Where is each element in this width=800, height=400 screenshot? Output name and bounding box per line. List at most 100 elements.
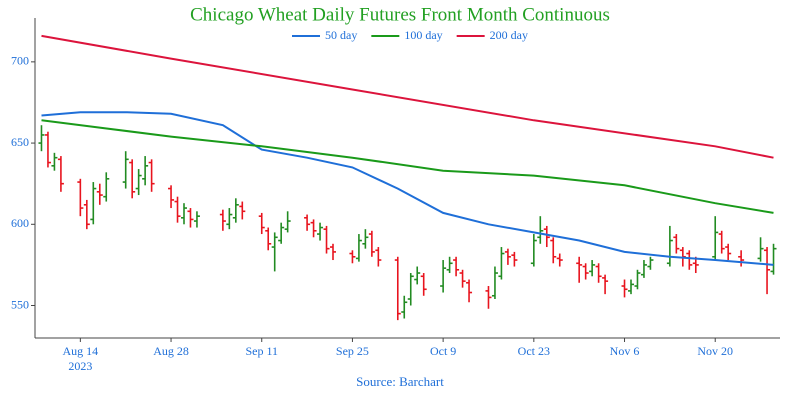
ohlc-bar [83,199,90,230]
ohlc-bar [96,183,103,205]
x-tick-label: Aug 14 [63,344,99,358]
ohlc-bar [466,279,473,303]
ohlc-bar [122,151,129,189]
ohlc-bar [278,222,285,244]
x-tick-label: Oct 23 [518,344,550,358]
ohlc-bar [401,295,408,319]
ohlc-bar [576,256,583,283]
ohlc-bar [57,156,64,192]
ohlc-bar [550,237,557,264]
ohlc-bar [135,169,142,196]
y-tick-label: 700 [11,54,29,68]
chart-title: Chicago Wheat Daily Futures Front Month … [190,4,610,25]
ohlc-bar [640,260,647,278]
ohlc-bar [453,256,460,277]
ohlc-bar [330,243,336,261]
ohlc-bar [621,279,628,298]
ohlc-bar [414,266,421,285]
ohlc-bar [265,227,272,251]
x-tick-year: 2023 [68,359,92,373]
ohlc-bar [673,234,680,254]
ohlc-bar [686,250,693,270]
ohlc-bar [77,178,84,217]
ohlc-bar [446,256,453,274]
moving-average-line [41,111,774,266]
y-tick-label: 650 [11,135,29,149]
legend-label: 50 day [325,28,357,42]
ohlc-bar [44,131,51,168]
ohlc-bar [582,263,589,280]
ohlc-bar [738,250,745,267]
ohlc-bar [491,266,498,300]
ohlc-bar [38,125,45,152]
ohlc-bar [187,208,194,228]
ohlc-bar [530,234,537,267]
ohlc-bar [407,273,414,306]
ohlc-bar [504,248,511,265]
ohlc-bar [498,247,505,280]
x-tick-label: Sep 11 [245,344,278,358]
legend-label: 100 day [404,28,442,42]
ohlc-bar [537,216,544,244]
x-tick-label: Aug 28 [153,344,189,358]
legend-label: 200 day [490,28,528,42]
ohlc-bar [271,232,278,272]
ohlc-bar [459,269,466,288]
ohlc-bar [440,260,447,293]
ohlc-bar [310,219,317,238]
ohlc-bar [394,256,401,321]
ohlc-bar [628,279,634,295]
ohlc-bar [420,273,427,296]
ohlc-bar [375,247,382,267]
ohlc-bar [718,230,725,254]
ohlc-bar [725,243,732,261]
ohlc-bar [485,286,492,309]
ohlc-bar [511,251,518,267]
ohlc-bar [232,198,239,223]
x-tick-label: Sep 25 [336,344,369,358]
ohlc-bar [181,203,187,225]
ohlc-bar [239,201,246,220]
y-tick-label: 550 [11,297,29,311]
y-tick-label: 600 [11,216,29,230]
ohlc-bar [90,182,97,225]
ohlc-bar [602,274,609,295]
ohlc-bar [634,269,641,290]
x-tick-label: Oct 9 [430,344,456,358]
ohlc-bar [589,260,596,277]
ohlc-bar [757,237,764,262]
ohlc-bar [323,225,330,254]
ohlc-bar [543,225,550,248]
ohlc-bar [258,212,265,235]
ohlc-bar [317,222,324,241]
ohlc-bar [595,263,602,283]
ohlc-bar [193,211,200,228]
ohlc-bar [556,253,563,267]
ohlc-bar [284,211,291,233]
ohlc-bar [362,229,369,249]
ohlc-bar [368,230,375,257]
x-tick-label: Nov 6 [610,344,640,358]
ohlc-bar [226,208,233,230]
ohlc-bar [712,216,719,261]
ohlc-bar [666,225,673,267]
ohlc-bar [129,159,136,199]
ohlc-bar [51,152,58,171]
ohlc-bar [647,256,654,270]
moving-average-line [41,119,774,214]
ohlc-bar [168,185,175,209]
ohlc-bar [103,172,110,202]
x-tick-label: Nov 20 [697,344,733,358]
ohlc-bar [174,196,181,223]
ohlc-bar [148,159,155,192]
ohlc-bar [304,214,311,231]
ohlc-bar [349,250,356,264]
ohlc-bar [770,243,777,275]
ohlc-bar [764,247,771,295]
ohlc-bar [355,234,362,262]
source-note: Source: Barchart [356,374,444,389]
ohlc-bar [142,156,149,186]
ohlc-bar [219,209,226,231]
